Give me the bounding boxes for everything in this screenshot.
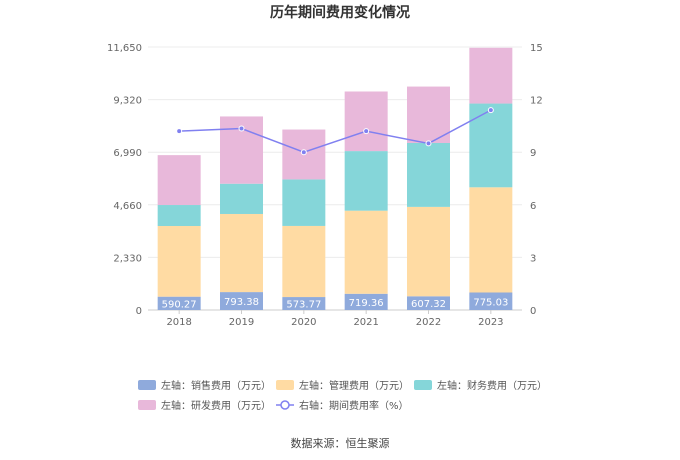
x-tick-label: 2020 [291,317,316,328]
bar-segment [344,151,388,211]
legend-label: 左轴：研发费用（万元） [161,399,271,412]
left-tick-label: 9,320 [113,96,142,107]
right-axis-ticks: 0 3 6 9 12 15 [530,43,543,317]
gridlines [148,46,522,311]
bars: 590.27 793.38 573.77 719.36 607.32 775.03 [157,47,513,311]
left-tick-label: 0 [136,306,142,317]
legend-label: 右轴：期间费用率（%） [299,399,409,412]
bar-segment [282,179,326,226]
bar-segment [469,103,513,188]
bar-segment [282,225,326,298]
bar-segment [344,91,388,152]
right-tick-label: 9 [530,148,536,159]
right-tick-label: 0 [530,306,536,317]
left-axis-ticks: 0 2,330 4,660 6,990 9,320 11,650 [107,43,142,317]
bar-value-label: 793.38 [224,297,259,308]
left-tick-label: 2,330 [113,253,142,264]
x-tick-label: 2023 [478,317,503,328]
right-tick-label: 12 [530,96,543,107]
bar-segment [282,297,326,310]
bar-segment [157,205,201,227]
legend-swatch [276,380,294,390]
bar-segment [157,226,201,297]
x-axis-ticks: 2018 2019 2020 2021 2022 2023 [166,310,504,328]
legend-label: 左轴：管理费用（万元） [299,379,409,392]
rate-point [425,140,432,147]
bar-value-label: 719.36 [349,298,384,309]
right-tick-label: 6 [530,201,536,212]
bar-segment [407,86,450,144]
rate-line [176,107,494,156]
left-tick-label: 6,990 [113,148,142,159]
bar-value-label: 573.77 [286,300,321,311]
bar-value-label: 590.27 [162,299,197,310]
bar-segment [220,183,263,214]
bar-segment [469,292,513,310]
chart-title: 历年期间费用变化情况 [270,4,410,21]
legend-label: 左轴：销售费用（万元） [161,379,271,392]
bar-segment [469,187,513,293]
bar-segment [344,210,388,294]
bar-segment [344,293,388,310]
bar-segment [157,155,201,206]
bar-value-label: 775.03 [473,297,508,308]
bar-segment [407,143,450,207]
bar-segment [407,206,450,297]
legend: 左轴：销售费用（万元） 左轴：管理费用（万元） 左轴：财务费用（万元） 左轴：研发费用… [138,379,547,412]
rate-point [238,125,245,132]
x-tick-label: 2022 [416,317,441,328]
left-tick-label: 11,650 [107,43,142,54]
rate-point [363,128,370,135]
x-tick-label: 2019 [229,317,254,328]
right-tick-label: 15 [530,43,543,54]
bar-segment [407,296,450,310]
rate-point [300,149,307,156]
legend-point-marker [280,400,290,410]
bar-segment [220,292,263,310]
bar-segment [157,296,201,310]
rate-line-path [179,109,492,153]
rate-point [176,128,183,135]
x-tick-label: 2018 [166,317,191,328]
left-tick-label: 4,660 [113,201,142,212]
rate-point [487,107,494,114]
bar-segment [220,213,263,293]
source-note: 数据来源：恒生聚源 [291,436,390,450]
x-tick-label: 2021 [353,317,378,328]
legend-swatch [138,400,156,410]
legend-swatch [138,380,156,390]
bar-value-label: 607.32 [411,299,446,310]
legend-label: 左轴：财务费用（万元） [437,379,547,392]
right-tick-label: 3 [530,253,536,264]
bar-segment [469,47,513,104]
legend-swatch [414,380,432,390]
